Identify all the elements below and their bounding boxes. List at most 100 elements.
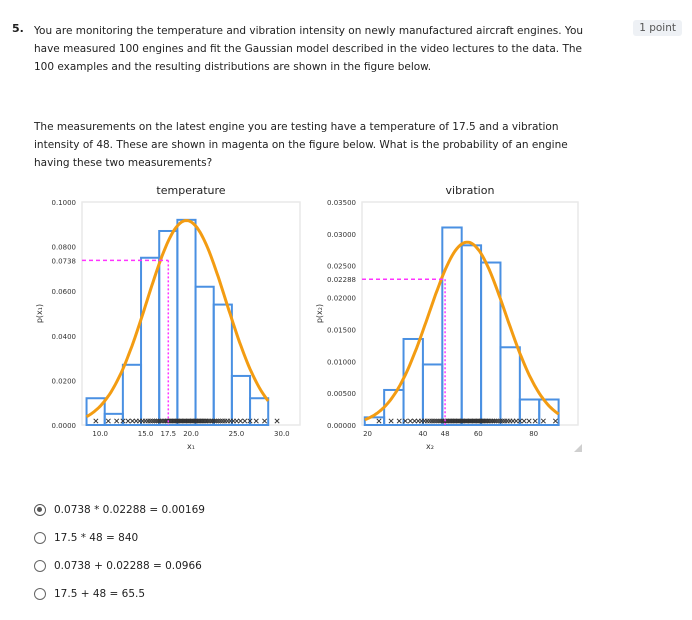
- points-badge: 1 point: [633, 20, 682, 36]
- x-tick-label: 40: [418, 430, 427, 438]
- histogram-bar: [249, 397, 270, 427]
- histogram-bar: [85, 397, 106, 427]
- sample-cross-mark: [402, 418, 408, 424]
- gaussian-curve: [364, 240, 560, 422]
- x-tick-label: 15.0: [138, 430, 154, 438]
- sample-cross-mark: [149, 418, 156, 424]
- x-tick-label: 17.5: [160, 430, 176, 438]
- option-label: 0.0738 * 0.02288 = 0.00169: [54, 503, 205, 516]
- question-number: 5.: [12, 22, 24, 35]
- sample-cross-mark: [125, 418, 131, 424]
- histogram-bar: [499, 346, 521, 426]
- sample-cross-mark: [237, 418, 244, 424]
- chart-title: vibration: [446, 184, 495, 197]
- x-tick-label: 48: [441, 430, 450, 438]
- y-tick-label: 0.03500: [327, 199, 356, 207]
- y-tick-label: 0.0000: [52, 422, 77, 430]
- radio-icon[interactable]: [34, 559, 46, 572]
- sample-cross-mark: [274, 418, 280, 424]
- sample-cross-mark: [431, 418, 437, 424]
- question-detail: The measurements on the latest engine yo…: [34, 121, 568, 169]
- x-tick-label: 10.0: [92, 430, 108, 438]
- figure-charts: 0.0000 0.0200 0.0400 0.0600 0.0738 0.0800 0.10…: [35, 184, 579, 451]
- y-tick-label: 0.02000: [327, 295, 356, 303]
- y-tick-label: 0.02500: [327, 263, 356, 271]
- chart-title: temperature: [156, 184, 225, 197]
- y-tick-label: 0.02288: [327, 276, 356, 284]
- sample-cross-mark: [247, 418, 253, 424]
- sample-cross-mark: [105, 418, 111, 424]
- sample-cross-mark: [154, 418, 160, 424]
- temperature-chart: 0.0000 0.0200 0.0400 0.0600 0.0738 0.0800 0.10…: [35, 184, 301, 451]
- x-tick-label: 30.0: [274, 430, 290, 438]
- x-tick-label: 20: [363, 430, 372, 438]
- answer-options: 0.0738 * 0.02288 = 0.00169 17.5 * 48 = 8…: [34, 500, 205, 612]
- option-2[interactable]: 17.5 * 48 = 840: [34, 528, 205, 547]
- sample-cross-mark: [493, 418, 499, 424]
- y-tick-label: 0.0600: [52, 288, 77, 296]
- y-tick-label: 0.1000: [52, 199, 77, 207]
- y-tick-label: 0.00500: [327, 390, 356, 398]
- sample-cross-mark: [540, 418, 546, 424]
- y-tick-label: 0.0738: [52, 257, 77, 265]
- y-axis-label: p(x₂): [315, 304, 324, 323]
- question-prompt: You are monitoring the temperature and v…: [34, 25, 584, 73]
- x-axis-label: x₂: [426, 442, 434, 451]
- radio-selected-icon[interactable]: [34, 503, 46, 516]
- sample-cross-mark: [114, 418, 120, 424]
- sample-cross-mark: [396, 418, 402, 424]
- gaussian-curve: [85, 218, 270, 418]
- sample-cross-mark: [513, 418, 519, 424]
- sample-cross-mark: [234, 418, 240, 424]
- sample-cross-mark: [215, 418, 221, 424]
- plot-area: [81, 201, 301, 426]
- sample-cross-mark: [433, 418, 439, 424]
- sample-cross-mark: [242, 418, 248, 424]
- option-label: 17.5 * 48 = 840: [54, 531, 139, 544]
- x-tick-label: 25.0: [229, 430, 245, 438]
- option-label: 0.0738 + 0.02288 = 0.0966: [54, 559, 202, 572]
- option-3[interactable]: 0.0738 + 0.02288 = 0.0966: [34, 556, 205, 575]
- sample-cross-mark: [213, 418, 219, 424]
- radio-icon[interactable]: [34, 531, 46, 544]
- sample-cross-mark: [388, 418, 394, 424]
- sample-cross-mark: [490, 418, 496, 424]
- sample-cross-mark: [532, 418, 538, 424]
- y-tick-label: 0.01000: [327, 358, 356, 366]
- sample-cross-mark: [491, 418, 497, 424]
- sample-cross-mark: [376, 418, 382, 424]
- sample-cross-mark: [407, 418, 413, 424]
- sample-cross-mark: [129, 418, 135, 424]
- x-tick-label: 20.0: [183, 430, 199, 438]
- sample-cross-mark: [211, 418, 217, 424]
- option-4[interactable]: 17.5 + 48 = 65.5: [34, 584, 205, 603]
- sample-cross-mark: [521, 418, 527, 424]
- sample-cross-mark: [526, 418, 532, 424]
- sample-cross-mark: [497, 418, 503, 424]
- sample-cross-mark: [152, 418, 158, 424]
- sample-cross-mark: [209, 418, 216, 424]
- sample-cross-mark: [253, 418, 259, 424]
- radio-icon[interactable]: [34, 587, 46, 600]
- sample-cross-mark: [552, 418, 559, 424]
- histogram-bar: [212, 303, 233, 426]
- sample-cross-mark: [429, 418, 435, 424]
- x-tick-label: 60: [474, 430, 483, 438]
- option-label: 17.5 + 48 = 65.5: [54, 587, 146, 600]
- sample-cross-mark: [262, 418, 268, 424]
- sample-cross-mark: [93, 418, 99, 424]
- y-tick-label: 0.00000: [327, 422, 356, 430]
- y-tick-label: 0.0400: [52, 333, 77, 341]
- vibration-chart: 0.00000 0.00500 0.01000 0.01500 0.02000 0.022…: [315, 184, 579, 451]
- sample-cross-mark: [120, 418, 126, 424]
- y-tick-label: 0.03000: [327, 231, 356, 239]
- option-1[interactable]: 0.0738 * 0.02288 = 0.00169: [34, 500, 205, 519]
- sample-cross-mark: [517, 418, 523, 424]
- histogram-bar: [480, 261, 502, 427]
- y-axis-label: p(x₁): [35, 304, 44, 323]
- y-tick-label: 0.0200: [52, 377, 77, 385]
- sample-cross-mark: [435, 418, 441, 424]
- sample-cross-mark: [495, 418, 501, 424]
- resize-handle-icon[interactable]: [574, 444, 582, 452]
- plot-area: [361, 201, 579, 426]
